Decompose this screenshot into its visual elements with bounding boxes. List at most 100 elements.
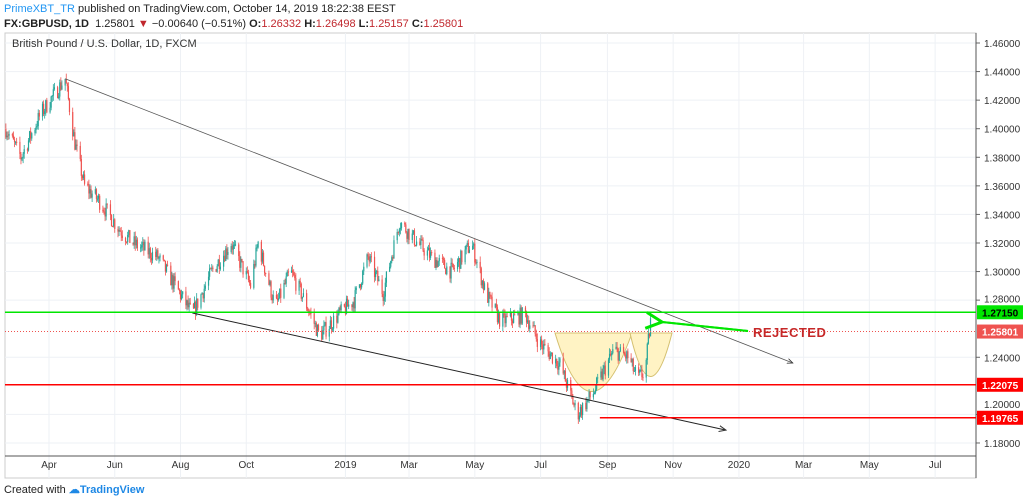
h-label: H: [304, 18, 316, 30]
candle-body [391, 257, 393, 262]
candle-body [557, 366, 559, 370]
candle-body [618, 351, 620, 361]
candle-body [58, 96, 60, 98]
candle-body [200, 294, 202, 308]
candle-body [117, 228, 119, 232]
candle-body [577, 403, 579, 420]
high: 1.26498 [315, 18, 356, 30]
candle-body [472, 245, 474, 250]
y-tick-label: 1.38000 [984, 153, 1021, 164]
candle-body [241, 259, 243, 262]
candle-body [586, 399, 588, 410]
candle-body [529, 325, 531, 329]
candle-body [188, 302, 190, 308]
candle-body [573, 404, 575, 406]
candle-body [453, 267, 455, 269]
candle-body [539, 339, 542, 347]
y-tick-label: 1.34000 [984, 210, 1021, 221]
y-tick-label: 1.42000 [984, 96, 1021, 107]
candle-body [13, 139, 16, 142]
price-chart[interactable]: 1.46000 1.44000 1.42000 1.40000 1.38000 1.360… [0, 0, 1024, 482]
candle-body [506, 316, 508, 318]
candle-body [578, 415, 580, 420]
candle-body [249, 282, 252, 288]
candle-body [329, 320, 331, 329]
candle-body [135, 239, 137, 246]
y-tick-label: 1.24000 [984, 353, 1021, 364]
candle-body [253, 263, 255, 288]
candle-body [142, 241, 144, 246]
candle-body [103, 211, 105, 213]
candle-body [155, 251, 157, 258]
candle-body [445, 268, 447, 275]
candle-body [343, 304, 345, 307]
candle-body [406, 232, 408, 239]
candle-body [280, 288, 282, 298]
candle-body [593, 392, 596, 394]
candle-body [336, 315, 338, 323]
candle-body [269, 281, 271, 285]
candle-body [441, 257, 444, 259]
candle-body [411, 233, 413, 240]
last-price: 1.25801 [95, 18, 135, 30]
candle-body [293, 272, 295, 276]
candle-body [75, 144, 77, 150]
candle-body [231, 246, 233, 250]
candle-body [558, 362, 560, 370]
candle-body [218, 259, 220, 269]
candle-body [348, 304, 350, 307]
candle-body [421, 239, 423, 241]
candle-body [43, 103, 45, 115]
candle-body [361, 283, 363, 288]
candle-body [460, 250, 462, 269]
open: 1.26332 [261, 18, 302, 30]
candle-body [57, 87, 59, 98]
candle-body [140, 247, 142, 249]
candle-body [234, 244, 237, 246]
candle-body [207, 276, 210, 286]
candle-body [310, 312, 312, 314]
level-label: 1.25801 [982, 328, 1019, 339]
candle-body [596, 377, 598, 390]
candle-body [563, 370, 565, 374]
candle-body [626, 351, 628, 359]
candle-body [128, 230, 130, 235]
x-tick-label: Apr [41, 460, 57, 471]
candle-body [619, 347, 621, 352]
candle-body [408, 228, 410, 240]
tradingview-link[interactable]: TradingView [79, 484, 145, 496]
candle-body [499, 313, 501, 327]
candle-body [121, 235, 123, 238]
candle-body [422, 239, 424, 251]
candle-body [456, 262, 459, 269]
candle-body [491, 296, 493, 308]
candle-body [588, 391, 590, 400]
candle-body [332, 315, 335, 329]
candle-body [497, 313, 500, 323]
candle-body [549, 353, 551, 359]
candle-body [375, 271, 377, 278]
candle-body [559, 358, 561, 363]
author-link[interactable]: PrimeXBT_TR [4, 3, 75, 15]
candle-body [23, 149, 25, 154]
candle-body [533, 325, 535, 327]
y-tick-label: 1.46000 [984, 39, 1021, 50]
candle-body [451, 262, 453, 264]
candle-body [446, 266, 448, 275]
candle-body [31, 133, 33, 139]
candle-body [467, 242, 469, 253]
candle-body [640, 369, 642, 371]
candle-body [26, 149, 29, 151]
candle-body [261, 252, 264, 262]
candle-body [38, 112, 40, 117]
candle-body [257, 241, 259, 248]
candle-body [271, 297, 273, 301]
candle-body [50, 96, 52, 108]
candle-body [362, 271, 364, 284]
x-tick-label: Jul [929, 460, 942, 471]
candle-body [96, 198, 99, 200]
candle-body [407, 228, 409, 239]
candle-body [378, 279, 380, 282]
candle-body [129, 230, 131, 243]
candle-body [272, 294, 274, 301]
